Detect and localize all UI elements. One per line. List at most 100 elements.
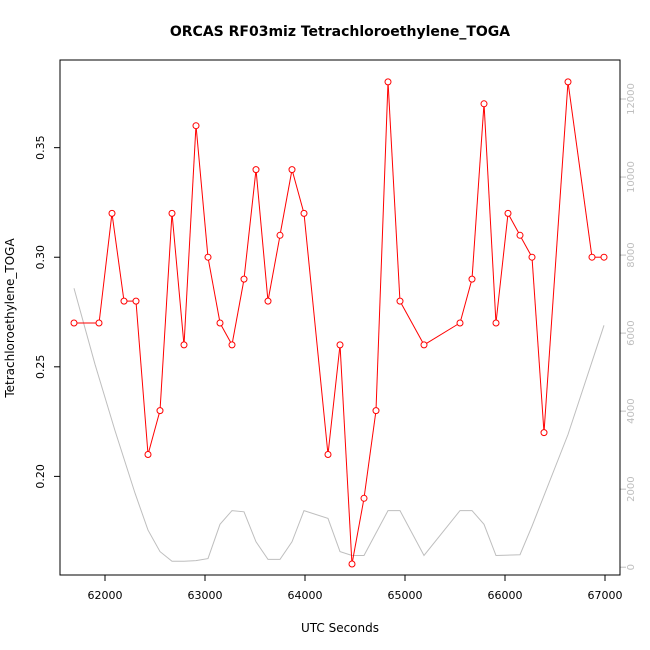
y-axis-label: Tetrachloroethylene_TOGA bbox=[3, 238, 17, 399]
primary-series-segment bbox=[508, 215, 520, 233]
primary-series-segment bbox=[387, 84, 401, 299]
data-point bbox=[396, 297, 404, 305]
data-point bbox=[540, 429, 548, 437]
primary-series-segment bbox=[327, 347, 341, 452]
primary-series-segment bbox=[520, 237, 532, 255]
primary-series-segment bbox=[220, 325, 232, 343]
primary-series-segment bbox=[135, 304, 149, 452]
x-axis-label: UTC Seconds bbox=[301, 621, 379, 635]
primary-series-segment bbox=[375, 84, 389, 408]
data-point bbox=[600, 253, 608, 261]
data-point bbox=[468, 275, 476, 283]
data-point bbox=[95, 319, 103, 327]
data-point bbox=[456, 319, 464, 327]
data-point bbox=[564, 78, 572, 86]
primary-series-segment bbox=[268, 238, 280, 299]
data-point bbox=[588, 253, 596, 261]
data-point bbox=[360, 494, 368, 502]
x-tick-label: 64000 bbox=[288, 589, 323, 602]
secondary-series-line bbox=[73, 288, 605, 562]
data-point bbox=[492, 319, 500, 327]
primary-series-segment bbox=[339, 347, 353, 562]
y-tick-label: 0.20 bbox=[34, 464, 47, 489]
data-point bbox=[216, 319, 224, 327]
primary-series-segment bbox=[426, 324, 458, 344]
data-point bbox=[336, 341, 344, 349]
y2-axis: 0 2000 4000 6000 8000 10000 12000 bbox=[620, 83, 637, 570]
y2-tick-label: 0 bbox=[626, 564, 637, 570]
y2-tick-label: 12000 bbox=[626, 83, 637, 115]
data-point bbox=[252, 166, 260, 174]
data-point bbox=[528, 253, 536, 261]
data-point bbox=[156, 407, 164, 415]
data-point bbox=[108, 209, 116, 217]
data-point bbox=[192, 122, 200, 130]
data-point bbox=[70, 319, 78, 327]
data-point bbox=[348, 560, 356, 568]
primary-series-segment bbox=[483, 106, 497, 321]
primary-series-segment bbox=[183, 128, 197, 342]
primary-series-segment bbox=[171, 216, 185, 342]
y-axis: 0.20 0.25 0.30 0.35 bbox=[34, 135, 60, 489]
primary-series-segment bbox=[303, 216, 329, 452]
data-point bbox=[420, 341, 428, 349]
data-point bbox=[480, 100, 488, 108]
primary-series-segment bbox=[292, 172, 304, 211]
primary-series-segment bbox=[232, 282, 244, 342]
plot-frame bbox=[59, 59, 621, 576]
data-point bbox=[384, 78, 392, 86]
primary-series-segment bbox=[98, 216, 113, 321]
data-point bbox=[168, 209, 176, 217]
data-point bbox=[240, 275, 248, 283]
data-point bbox=[264, 297, 272, 305]
data-point bbox=[504, 209, 512, 217]
data-point bbox=[516, 231, 524, 239]
primary-series-segment bbox=[400, 303, 424, 343]
data-point bbox=[276, 231, 284, 239]
primary-series-segment bbox=[255, 172, 269, 299]
data-point bbox=[120, 297, 128, 305]
primary-series-segment bbox=[543, 84, 569, 430]
y2-tick-label: 6000 bbox=[626, 320, 637, 345]
data-point bbox=[324, 451, 332, 458]
x-tick-label: 63000 bbox=[188, 589, 223, 602]
y-tick-label: 0.25 bbox=[34, 355, 47, 380]
primary-series-segment bbox=[159, 216, 173, 408]
primary-series-segment bbox=[363, 413, 377, 496]
primary-series-segment bbox=[531, 260, 545, 430]
primary-series-segment bbox=[148, 413, 160, 452]
x-tick-label: 62000 bbox=[88, 589, 123, 602]
data-point bbox=[144, 451, 152, 458]
primary-series-layer bbox=[70, 78, 608, 568]
x-tick-label: 66000 bbox=[488, 589, 523, 602]
chart-title: ORCAS RF03miz Tetrachloroethylene_TOGA bbox=[170, 24, 510, 40]
data-point bbox=[180, 341, 188, 349]
y-tick-label: 0.30 bbox=[34, 245, 47, 270]
y2-tick-label: 4000 bbox=[626, 398, 637, 423]
x-tick-label: 65000 bbox=[388, 589, 423, 602]
data-point bbox=[228, 341, 236, 349]
primary-series-segment bbox=[567, 84, 593, 255]
primary-series-segment bbox=[352, 501, 364, 562]
secondary-series-layer bbox=[73, 288, 605, 562]
x-axis: 62000 63000 64000 65000 66000 67000 bbox=[88, 574, 623, 602]
primary-series-segment bbox=[471, 106, 485, 277]
data-point bbox=[300, 209, 308, 217]
primary-series-segment bbox=[195, 128, 209, 255]
data-point bbox=[372, 407, 380, 415]
y2-tick-label: 10000 bbox=[626, 161, 637, 193]
primary-series-segment bbox=[460, 281, 472, 321]
y2-tick-label: 2000 bbox=[626, 476, 637, 501]
y2-tick-label: 8000 bbox=[626, 242, 637, 267]
data-point bbox=[288, 166, 296, 174]
primary-series-segment bbox=[208, 260, 220, 321]
data-point bbox=[204, 253, 212, 261]
x-tick-label: 67000 bbox=[588, 589, 623, 602]
data-point bbox=[132, 297, 140, 305]
primary-series-segment bbox=[243, 172, 257, 277]
primary-series-segment bbox=[280, 172, 292, 233]
primary-series-segment bbox=[111, 216, 125, 299]
primary-series-segment bbox=[495, 216, 509, 321]
y-tick-label: 0.35 bbox=[34, 135, 47, 160]
